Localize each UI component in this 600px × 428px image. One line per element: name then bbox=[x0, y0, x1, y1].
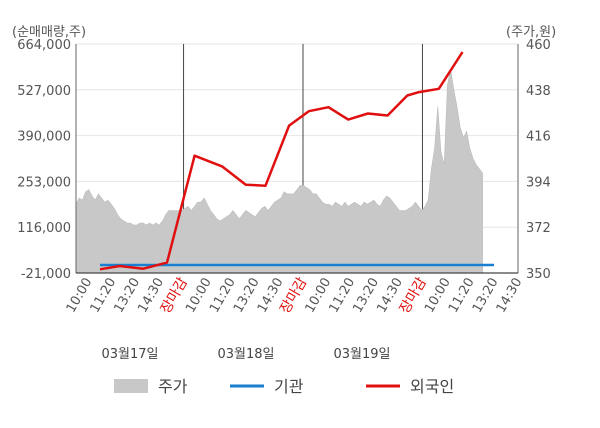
left-tick-label: -21,000 bbox=[21, 267, 71, 282]
left-axis-tick-labels: 664,000 527,000 390,000 253,000 116,000 -21,0… bbox=[17, 38, 71, 282]
right-tick-label: 438 bbox=[526, 84, 551, 99]
date-labels: 03월17일 03월18일 03월19일 bbox=[101, 347, 390, 362]
right-tick-label: 350 bbox=[526, 267, 551, 282]
right-axis-tick-labels: 460 438 416 394 372 350 bbox=[526, 38, 551, 282]
legend-label: 외국인 bbox=[410, 377, 454, 396]
right-tick-label: 416 bbox=[526, 130, 551, 145]
left-axis-unit: (순매매량,주) bbox=[12, 25, 86, 40]
foreign-line bbox=[99, 51, 464, 271]
legend-label: 기관 bbox=[274, 377, 304, 396]
plot-frame bbox=[75, 44, 519, 274]
right-tick-label: 372 bbox=[526, 221, 551, 236]
legend-label: 주가 bbox=[158, 377, 188, 396]
left-tick-label: 116,000 bbox=[17, 221, 71, 236]
left-tick-label: 664,000 bbox=[17, 38, 71, 53]
legend: 주가 기관 외국인 bbox=[114, 377, 454, 396]
legend-swatch-area bbox=[114, 379, 148, 393]
date-label: 03월19일 bbox=[333, 347, 390, 362]
right-tick-label: 394 bbox=[526, 175, 551, 190]
right-axis-unit: (주가,원) bbox=[506, 25, 556, 40]
right-tick-label: 460 bbox=[526, 38, 551, 53]
foreign-line-series bbox=[99, 51, 464, 271]
left-tick-label: 253,000 bbox=[17, 175, 71, 190]
date-label: 03월18일 bbox=[217, 347, 274, 362]
left-tick-label: 390,000 bbox=[17, 130, 71, 145]
left-tick-label: 527,000 bbox=[17, 84, 71, 99]
date-label: 03월17일 bbox=[101, 347, 158, 362]
